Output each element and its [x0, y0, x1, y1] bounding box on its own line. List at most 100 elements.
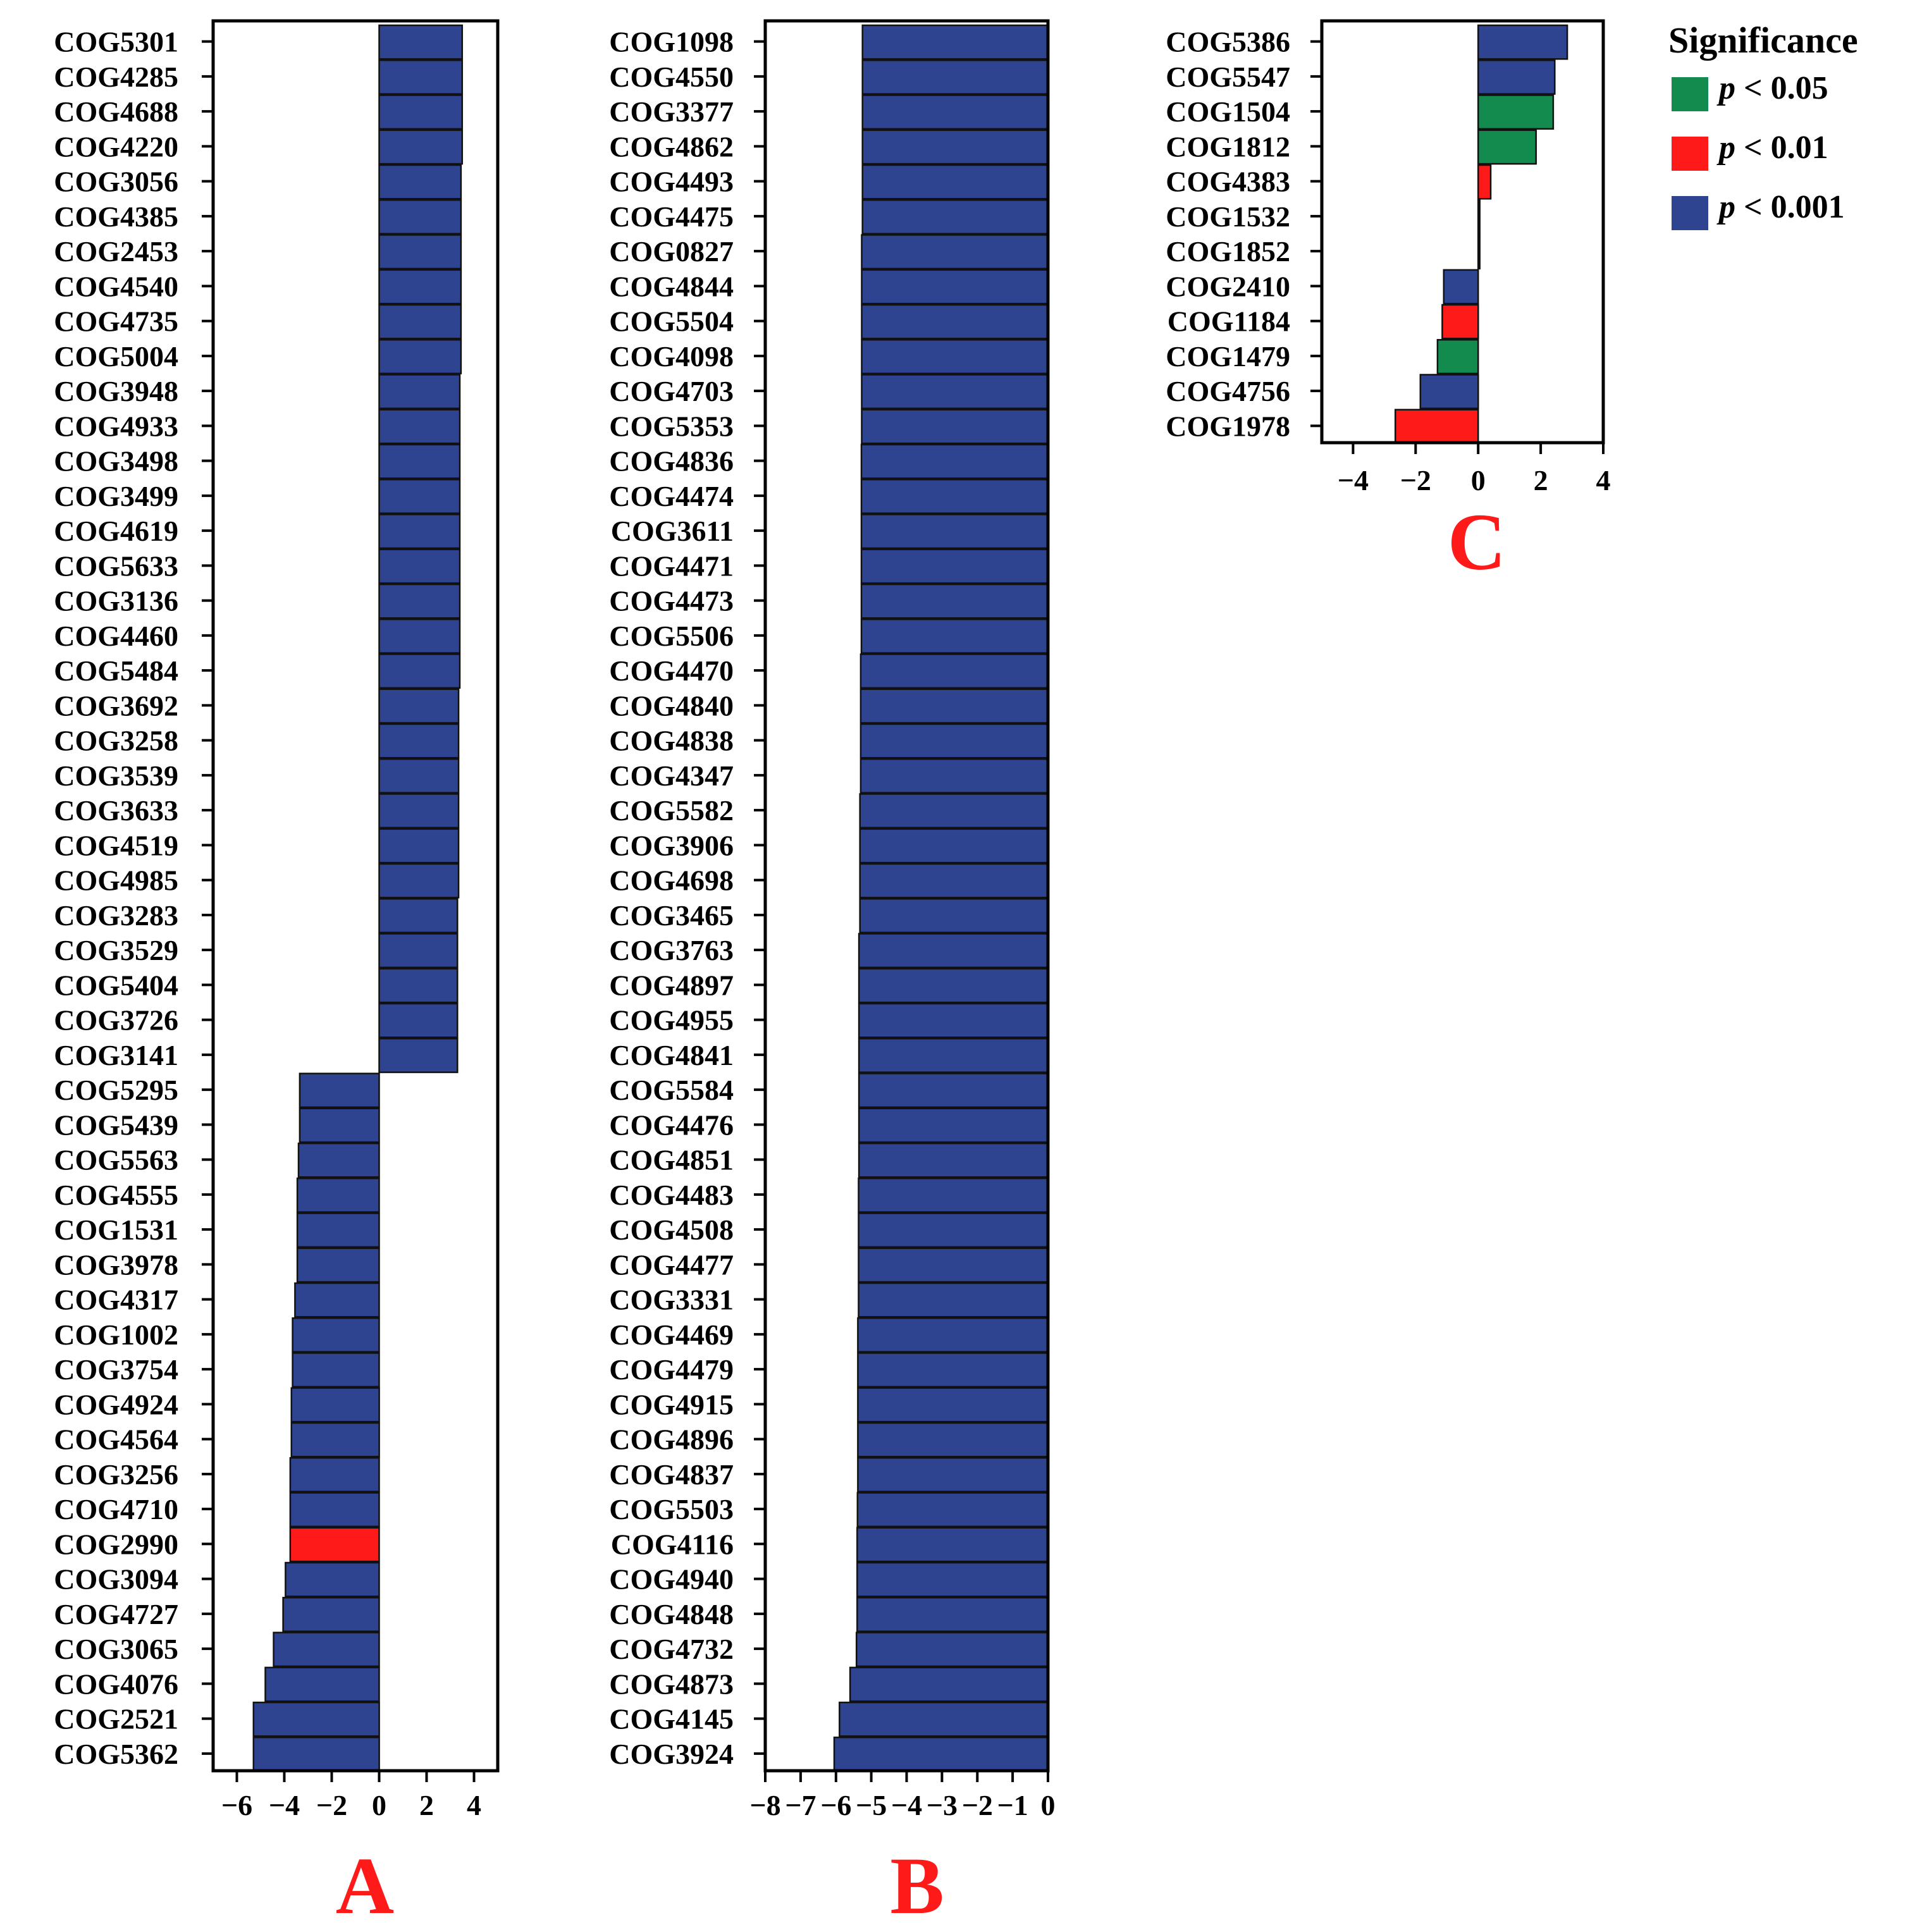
category-label: COG4285: [54, 61, 178, 93]
category-label: COG3539: [54, 760, 178, 792]
bar-cog3529: [378, 933, 459, 969]
bar-cog3726: [378, 1002, 459, 1038]
category-label: COG2410: [1166, 270, 1290, 302]
category-label: COG5633: [54, 550, 178, 582]
x-tick-label: −6: [820, 1789, 851, 1821]
bar-cog3258: [378, 723, 460, 759]
x-tick-label: −8: [749, 1789, 780, 1821]
category-label: COG3465: [609, 899, 734, 932]
bar-cog3283: [378, 898, 459, 933]
bar-cog5563: [297, 1142, 380, 1178]
category-label: COG3633: [54, 794, 178, 827]
bar-cog4985: [378, 863, 460, 899]
x-tick-label: −6: [221, 1789, 252, 1821]
category-label: COG5584: [609, 1074, 734, 1106]
category-label: COG4840: [609, 689, 734, 722]
x-tick-label: 2: [419, 1789, 434, 1821]
bar-cog1098: [861, 24, 1049, 60]
category-label: COG3692: [54, 689, 178, 722]
category-label: COG1812: [1166, 130, 1290, 163]
category-label: COG3377: [609, 95, 734, 128]
x-tick-label: 4: [467, 1789, 481, 1821]
category-label: COG4473: [609, 585, 734, 617]
bar-cog2990: [289, 1527, 380, 1563]
bar-cog4836: [860, 443, 1049, 479]
category-label: COG4838: [609, 725, 734, 757]
bar-cog5506: [860, 618, 1049, 654]
category-label: COG4555: [54, 1179, 178, 1211]
bar-cog5547: [1477, 59, 1556, 95]
x-tick-label: 4: [1596, 464, 1611, 496]
category-label: COG5362: [54, 1738, 178, 1770]
bar-cog4508: [858, 1212, 1049, 1248]
bar-cog1479: [1436, 339, 1479, 374]
bar-cog4477: [858, 1247, 1049, 1283]
category-label: COG4844: [609, 270, 734, 302]
category-label: COG5353: [609, 410, 734, 442]
category-label: COG2990: [54, 1528, 178, 1560]
category-label: COG4508: [609, 1214, 734, 1246]
bar-cog1852: [1477, 234, 1481, 270]
bar-cog1531: [296, 1212, 380, 1248]
category-label: COG4483: [609, 1179, 734, 1211]
bar-cog4698: [859, 863, 1049, 899]
bar-cog3924: [833, 1737, 1049, 1772]
category-label: COG4385: [54, 200, 178, 233]
category-label: COG4475: [609, 200, 734, 233]
panel-label-c: C: [1448, 497, 1506, 587]
category-label: COG5563: [54, 1144, 178, 1176]
category-label: COG4735: [54, 305, 178, 338]
category-label: COG5439: [54, 1109, 178, 1141]
category-label: COG4469: [609, 1319, 734, 1351]
plot-frame: [1320, 19, 1605, 445]
category-label: COG3754: [54, 1353, 178, 1386]
x-tick-label: −2: [962, 1789, 993, 1821]
bar-cog5362: [252, 1737, 380, 1772]
category-label: COG3136: [54, 585, 178, 617]
category-label: COG3094: [54, 1563, 178, 1596]
bar-cog2453: [378, 234, 462, 270]
bar-cog4555: [296, 1178, 380, 1213]
bar-cog3692: [378, 688, 460, 724]
bar-cog4383: [1477, 164, 1492, 200]
category-label: COG5503: [609, 1493, 734, 1525]
category-label: COG4688: [54, 95, 178, 128]
bar-cog4476: [858, 1107, 1049, 1143]
category-label: COG3611: [611, 515, 734, 547]
category-label: COG5004: [54, 340, 178, 372]
bar-cog3094: [285, 1561, 380, 1597]
bar-cog1002: [292, 1317, 380, 1353]
bar-cog5484: [378, 653, 461, 689]
category-label: COG3258: [54, 725, 178, 757]
x-tick-label: 0: [1471, 464, 1486, 496]
bar-cog4848: [856, 1597, 1049, 1632]
bar-cog4519: [378, 828, 460, 864]
category-label: COG4756: [1166, 375, 1290, 407]
bar-cog4474: [860, 479, 1049, 514]
category-label: COG1002: [54, 1319, 178, 1351]
bar-cog4703: [861, 374, 1049, 410]
panel-a: COG5301COG4285COG4688COG4220COG3056COG43…: [54, 19, 500, 1931]
category-label: COG1184: [1168, 305, 1290, 338]
bar-cog3141: [378, 1038, 459, 1073]
category-label: COG3056: [54, 166, 178, 198]
category-label: COG4955: [609, 1004, 734, 1037]
category-label: COG4383: [1166, 166, 1290, 198]
category-label: COG4841: [609, 1039, 734, 1071]
category-label: COG4564: [54, 1424, 178, 1456]
legend-label-p-lt-0.001: p < 0.001: [1716, 189, 1845, 225]
category-label: COG3498: [54, 445, 178, 477]
panel-label-a: A: [336, 1841, 394, 1931]
bar-cog4862: [861, 129, 1049, 165]
bar-cog0827: [861, 234, 1049, 270]
bar-cog3498: [378, 443, 461, 479]
bar-cog4756: [1419, 374, 1479, 410]
bar-cog4732: [855, 1632, 1049, 1668]
bar-cog4471: [860, 548, 1049, 584]
x-tick-label: −1: [997, 1789, 1028, 1821]
bar-cog5301: [378, 24, 464, 60]
category-label: COG4220: [54, 130, 178, 163]
x-tick-label: −5: [856, 1789, 887, 1821]
bar-cog4347: [860, 758, 1049, 794]
